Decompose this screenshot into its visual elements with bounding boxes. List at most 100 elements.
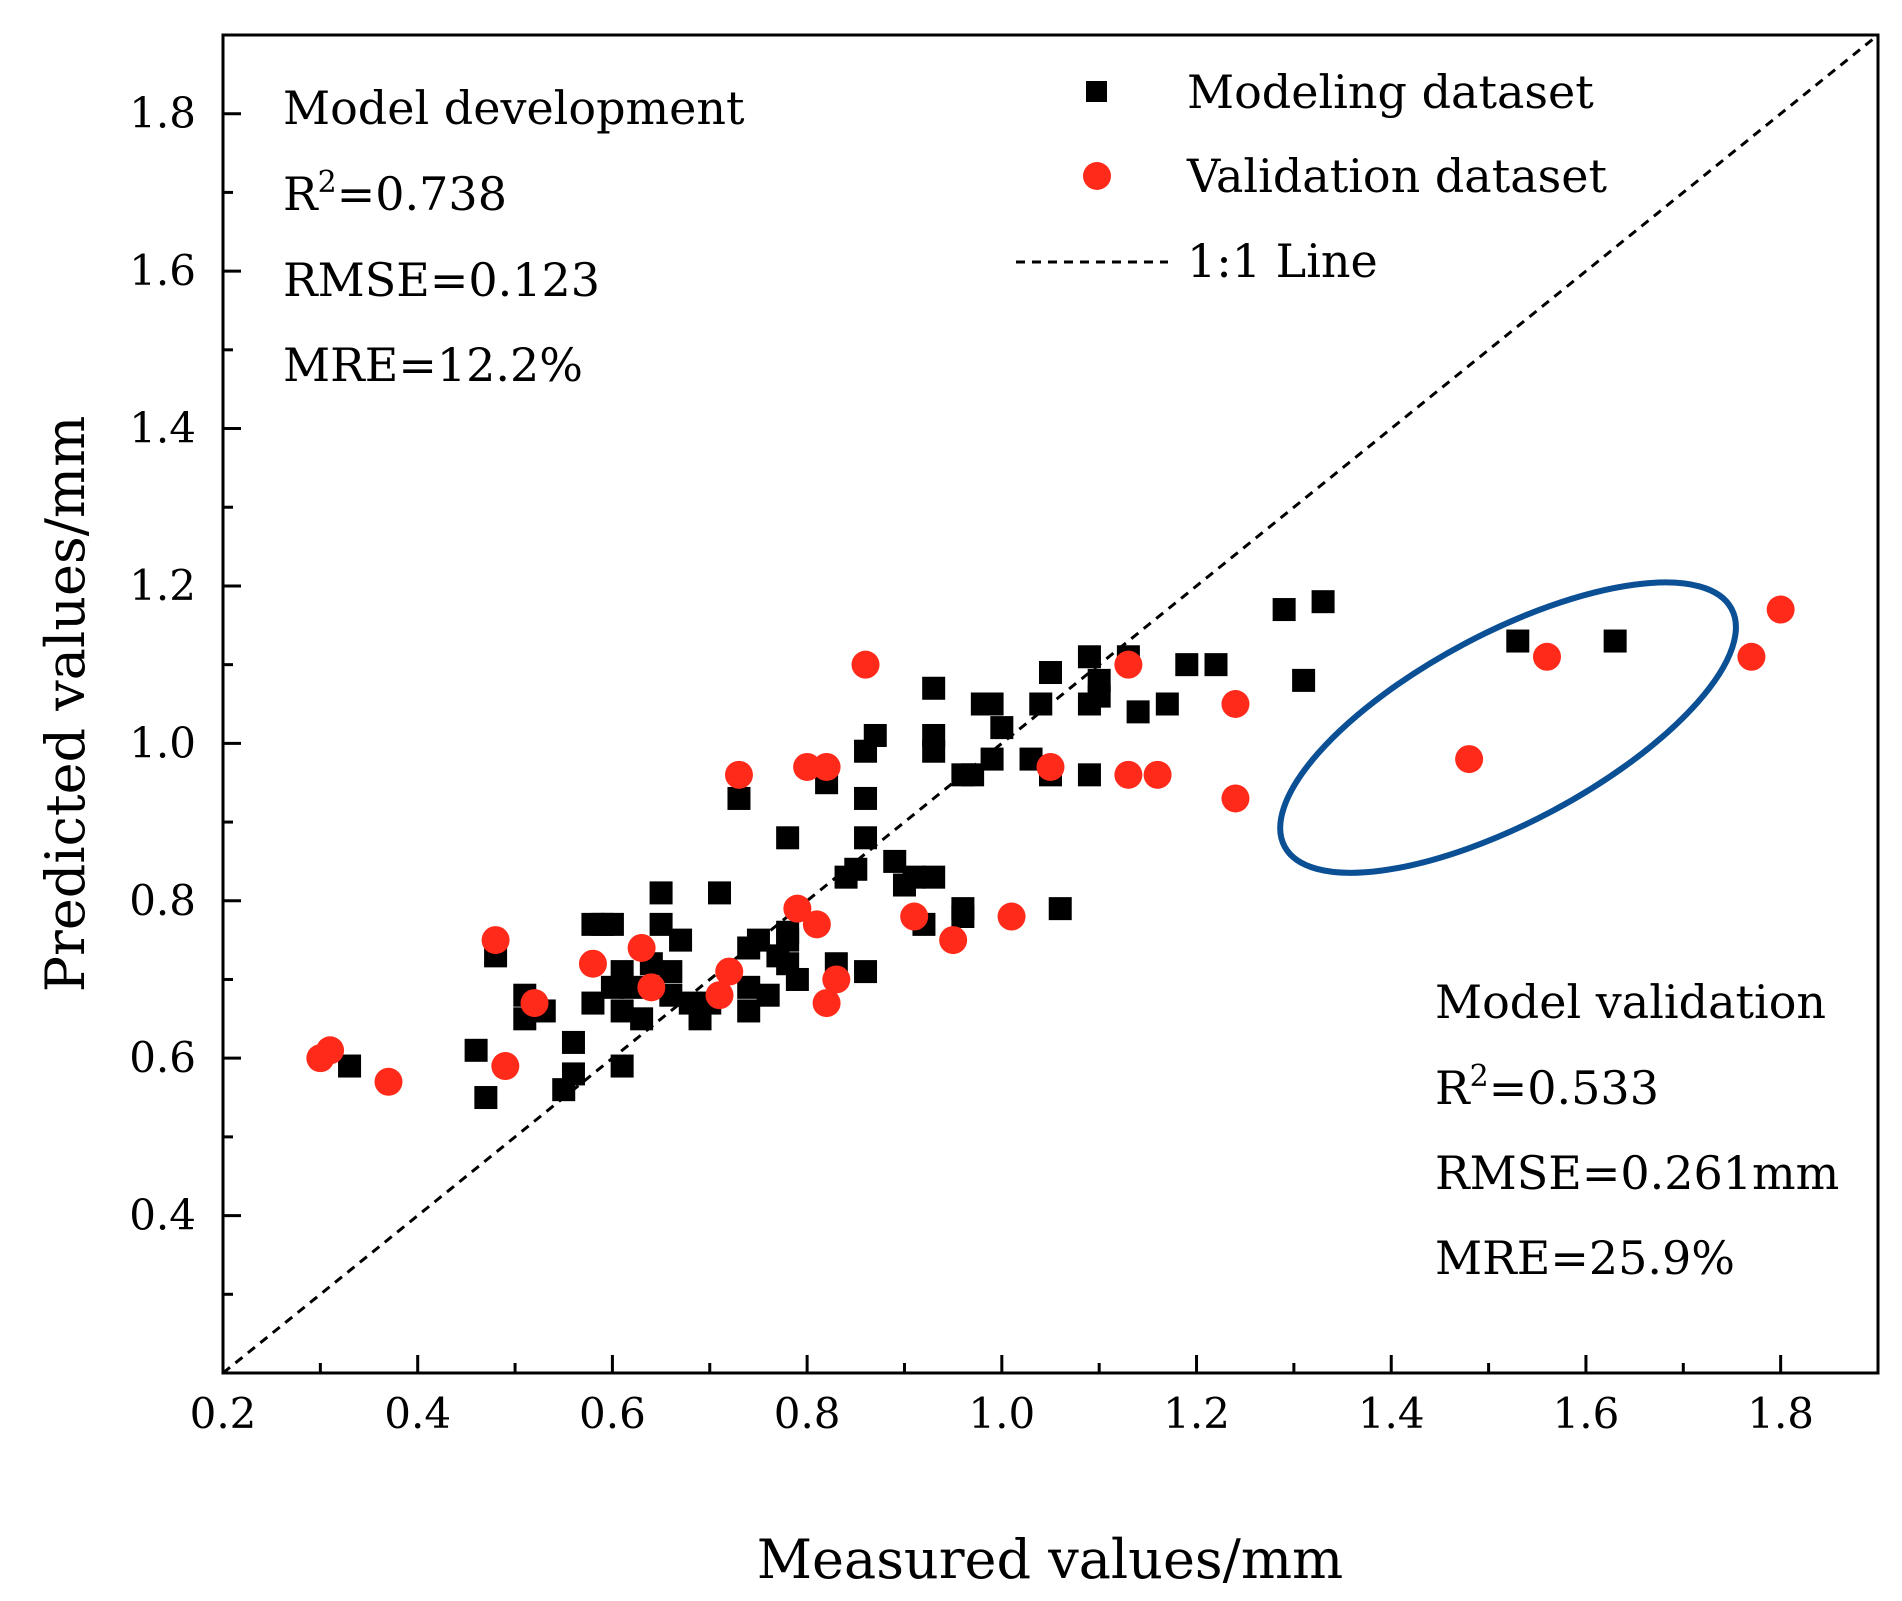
modeling-point [980,692,1004,716]
validation-rmse: RMSE=0.261mm [1435,1146,1839,1200]
modeling-point [1311,590,1335,614]
validation-point [627,933,656,962]
modeling-point [1077,645,1101,669]
modeling-point [737,975,761,999]
development-rmse: RMSE=0.123 [283,253,600,307]
validation-point [1737,642,1766,671]
modeling-point [854,960,878,984]
modeling-point [649,912,673,936]
modeling-point [1272,598,1296,622]
modeling-point [474,1086,498,1110]
modeling-point [1204,653,1228,677]
validation-point [939,926,968,955]
y-tick-labels: 0.4 0.6 0.8 1.0 1.2 1.4 1.6 1.8 [129,89,196,1240]
modeling-point [1506,629,1530,653]
modeling-point [1292,668,1316,692]
x-tick-label: 1.8 [1747,1389,1814,1438]
validation-r2-superscript: 2 [1470,1059,1489,1094]
highlight-ellipse-layer [1277,579,1739,876]
validation-point [316,1036,345,1065]
validation-point [724,760,753,789]
validation-point [374,1067,403,1096]
validation-point [520,989,549,1018]
modeling-point [610,1054,634,1078]
modeling-point [737,999,761,1023]
validation-point [705,981,734,1010]
validation-point [793,752,822,781]
validation-title: Model validation [1435,975,1826,1029]
modeling-point [844,857,868,881]
modeling-point [649,881,673,905]
legend-label-modeling: Modeling dataset [1187,65,1594,119]
development-title: Model development [283,81,745,135]
validation-point [812,989,841,1018]
model-validation-annotation: Model validation R2=0.533 RMSE=0.261mm M… [1435,975,1839,1285]
modeling-point [854,826,878,850]
y-tick-label: 0.8 [129,876,196,925]
x-tick-label: 1.0 [968,1389,1035,1438]
validation-point [822,965,851,994]
legend-marker-circle [1083,162,1111,190]
validation-point [637,973,666,1002]
x-tick-label: 1.2 [1163,1389,1230,1438]
y-tick-label: 1.2 [129,561,196,610]
modeling-point [922,676,946,700]
x-tick-label: 1.6 [1553,1389,1620,1438]
modeling-point [980,747,1004,771]
validation-r2-label: R [1435,1061,1471,1115]
validation-point [491,1052,520,1081]
modeling-point [464,1038,488,1062]
validation-point [1455,745,1484,774]
legend: Modeling dataset Validation dataset 1:1 … [1016,65,1607,288]
axis-ticks [221,33,1880,1373]
modeling-point [854,786,878,810]
validation-point [1221,784,1250,813]
modeling-point [669,928,693,952]
modeling-point [1039,661,1062,685]
modeling-point [630,1007,654,1031]
modeling-point [902,865,926,889]
y-tick-label: 1.6 [129,246,196,295]
x-tick-label: 0.2 [190,1389,257,1438]
legend-label-reference: 1:1 Line [1187,234,1378,288]
modeling-point [785,967,809,991]
modeling-point [581,991,605,1015]
modeling-point [561,1030,585,1054]
modeling-point [610,999,634,1023]
x-tick-label: 0.6 [579,1389,646,1438]
modeling-point [883,849,907,873]
validation-point [802,910,831,939]
y-tick-label: 1.0 [129,718,196,767]
modeling-point [659,960,683,984]
x-tick-label: 0.4 [384,1389,451,1438]
x-tick-label: 1.4 [1358,1389,1425,1438]
validation-mre: MRE=25.9% [1435,1231,1735,1285]
legend-marker-square [1086,81,1107,102]
modeling-point [1048,897,1072,921]
y-tick-label: 0.6 [129,1033,196,1082]
modeling-point [922,865,946,889]
development-mre: MRE=12.2% [283,338,583,392]
development-r2: R2=0.738 [283,165,507,221]
modeling-point [1603,629,1627,653]
modeling-point [961,763,985,787]
validation-point [1766,595,1795,624]
y-tick-label: 0.4 [129,1191,196,1240]
validation-point [851,650,880,679]
modeling-point [727,786,751,810]
validation-r2: R2=0.533 [1435,1059,1659,1115]
validation-point [997,902,1026,931]
validation-point [1143,760,1172,789]
legend-label-validation: Validation dataset [1186,149,1607,203]
modeling-point [746,928,770,952]
validation-point [1221,690,1250,718]
model-development-annotation: Model development R2=0.738 RMSE=0.123 MR… [283,81,745,392]
highlight-ellipse [1277,579,1739,876]
y-tick-label: 1.4 [129,404,196,453]
validation-point [1036,752,1065,781]
modeling-point [1175,653,1199,677]
validation-point [481,926,510,955]
modeling-point [922,723,946,747]
validation-point [578,949,607,978]
modeling-point [600,912,624,936]
